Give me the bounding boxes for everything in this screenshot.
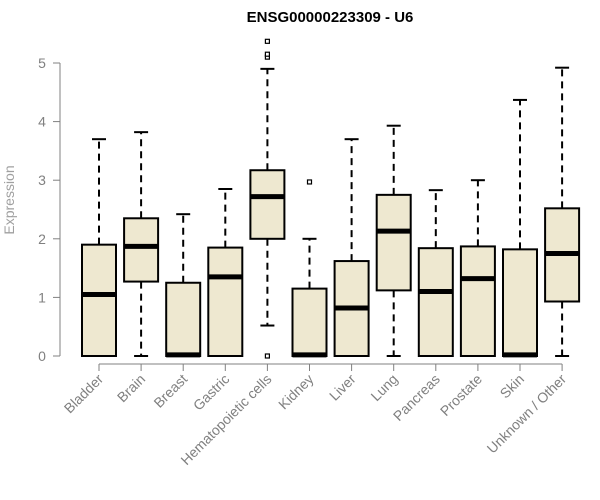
x-tick-label: Brain bbox=[114, 371, 148, 405]
iqr-box bbox=[165, 281, 202, 357]
boxes-group bbox=[81, 38, 581, 359]
iqr-box bbox=[502, 248, 538, 358]
box-prostate bbox=[459, 179, 496, 357]
y-tick-label: 4 bbox=[38, 114, 46, 130]
y-axis: 0 1 2 3 4 5 bbox=[38, 55, 61, 364]
iqr-box bbox=[291, 287, 328, 357]
box-unknown-other bbox=[544, 66, 581, 357]
box-kidney bbox=[291, 179, 328, 358]
box-breast bbox=[165, 213, 202, 358]
y-tick-label: 3 bbox=[38, 172, 46, 188]
x-tick-label: Breast bbox=[150, 371, 190, 411]
x-tick-label: Unknown / Other bbox=[484, 371, 570, 457]
box-gastric bbox=[207, 187, 244, 357]
iqr-box bbox=[123, 217, 160, 283]
box-liver bbox=[333, 138, 370, 357]
y-tick-label: 5 bbox=[38, 55, 46, 71]
outlier-point bbox=[264, 38, 270, 44]
x-tick-label: Lung bbox=[367, 371, 400, 404]
outlier-point bbox=[264, 51, 270, 57]
x-tick-label: Liver bbox=[326, 371, 359, 404]
y-axis-label: Expression bbox=[1, 165, 17, 234]
box-pancreas bbox=[417, 189, 454, 357]
y-tick-label: 2 bbox=[38, 231, 46, 247]
iqr-box bbox=[81, 243, 117, 357]
iqr-box bbox=[375, 193, 412, 292]
box-skin bbox=[502, 98, 538, 358]
x-tick-label: Pancreas bbox=[390, 371, 443, 424]
x-tick-label: Kidney bbox=[275, 371, 317, 413]
x-tick-label: Prostate bbox=[437, 371, 485, 419]
box-hematopoietic-cells bbox=[249, 38, 286, 359]
box-brain bbox=[123, 131, 160, 357]
box-bladder bbox=[81, 138, 117, 357]
x-tick-label: Skin bbox=[497, 371, 528, 402]
iqr-box bbox=[249, 169, 286, 240]
box-lung bbox=[375, 124, 412, 357]
outlier-point bbox=[264, 353, 270, 359]
y-tick-label: 0 bbox=[38, 348, 46, 364]
iqr-box bbox=[417, 247, 454, 357]
iqr-box bbox=[459, 245, 496, 357]
y-tick-label: 1 bbox=[38, 289, 46, 305]
chart-title: ENSG00000223309 - U6 bbox=[247, 9, 414, 26]
outlier-point bbox=[306, 179, 313, 185]
x-tick-label: Bladder bbox=[61, 371, 107, 417]
iqr-box bbox=[207, 246, 244, 357]
